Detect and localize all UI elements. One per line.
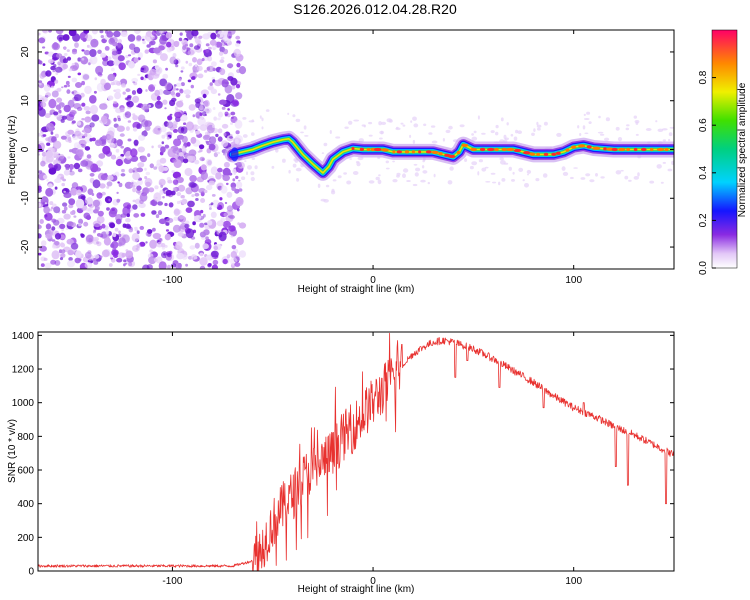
spectrogram-y-tick-label: -10 — [20, 191, 31, 206]
spectrogram-y-tick-label: -20 — [20, 239, 31, 254]
snr-x-tick-label: 0 — [370, 576, 376, 587]
spectrogram-y-tick-label: 0 — [20, 146, 31, 152]
spectrogram-y-tick-label: 20 — [20, 46, 31, 58]
snr-plot-area — [38, 332, 674, 571]
colorbar-tick-label: 0.8 — [698, 70, 709, 84]
snr-y-tick-label: 800 — [17, 432, 34, 443]
colorbar-tick-label: 0.2 — [698, 213, 709, 227]
colorbar-tick-label: 0.4 — [698, 165, 709, 179]
colorbar: 0.0 0.2 0.4 0.6 0.8 Normalized spectral ampl… — [698, 29, 748, 275]
chart-title: S126.2026.012.04.28.R20 — [293, 1, 457, 17]
snr-y-axis-label: SNR (10 * v/v) — [7, 419, 18, 483]
snr-y-tick-label: 1200 — [12, 365, 35, 376]
ridge-hotspots — [351, 143, 669, 158]
snr-y-tick-label: 1000 — [12, 398, 35, 409]
colorbar-gradient — [711, 29, 738, 269]
ridge-onset — [230, 147, 239, 162]
snr-y-tick-label: 200 — [17, 533, 34, 544]
snr-frame — [37, 331, 675, 572]
snr-series-line — [38, 332, 674, 571]
spectrogram-y-axis-label: Frequency (Hz) — [7, 116, 18, 185]
snr-x-axis-label: Height of straight line (km) — [298, 584, 415, 595]
snr-y-tick-label: 0 — [28, 567, 34, 578]
snr-x-tick-label: 100 — [565, 576, 582, 587]
snr-y-tick-label: 400 — [17, 499, 34, 510]
spectrogram-x-axis-label: Height of straight line (km) — [298, 284, 415, 295]
snr-x-tick-label: -100 — [162, 576, 182, 587]
noise-speckles — [38, 30, 247, 269]
colorbar-tick-label: 0.6 — [698, 118, 709, 132]
colorbar-label: Normalized spectral amplitude — [737, 82, 748, 217]
spectrogram-x-tick-label: 100 — [565, 275, 582, 286]
snr-y-tick-label: 600 — [17, 466, 34, 477]
snr-y-tick-label: 1400 — [12, 331, 35, 342]
spectrogram-x-tick-label: 0 — [370, 275, 376, 286]
spectrogram-y-tick-label: 10 — [20, 95, 31, 107]
colorbar-tick-label: 0.0 — [698, 261, 709, 275]
spectrogram-x-tick-label: -100 — [162, 275, 182, 286]
spectrogram-frame — [37, 29, 675, 270]
